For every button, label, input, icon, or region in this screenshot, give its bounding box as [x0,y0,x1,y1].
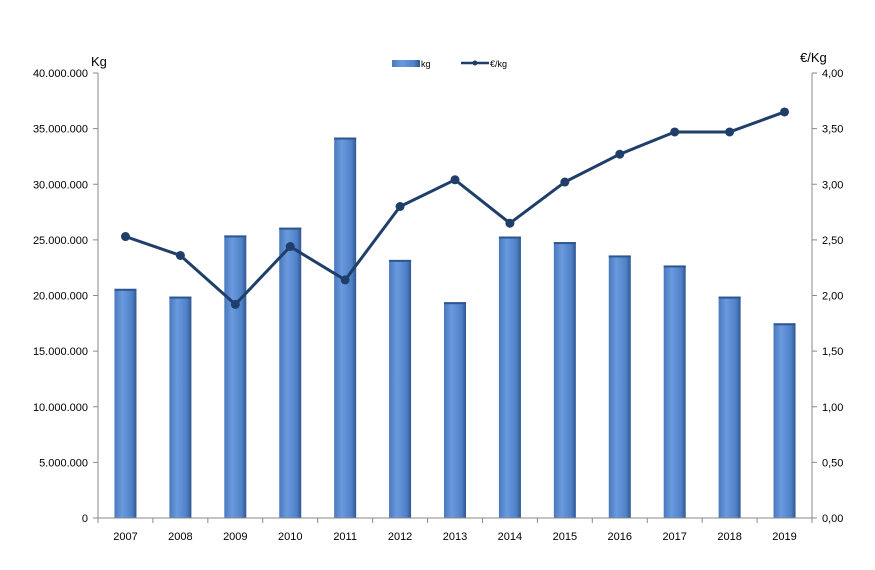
right-tick-label: 1,00 [822,402,843,414]
line-point [230,299,240,309]
legend: kg €/kg [392,59,507,69]
line-series [120,107,790,309]
bar-top-edge [334,137,357,140]
legend-bar-swatch [392,60,420,67]
left-tick-label: 40.000.000 [33,68,88,80]
bar [718,296,741,518]
bar-top-edge [553,242,576,245]
left-tick-label: 15.000.000 [33,346,88,358]
bar-top-edge [718,296,741,299]
bar-top-edge [279,227,302,230]
left-tick-label: 30.000.000 [33,179,88,191]
x-tick-label: 2009 [223,531,247,543]
x-tick-label: 2018 [717,531,741,543]
bar-top-edge [169,296,192,299]
line-point [175,250,185,260]
line-point [450,175,460,185]
left-axis-title: Kg [91,54,107,69]
bar-top-edge [608,255,631,258]
bar [608,255,631,518]
x-tick-label: 2015 [553,531,577,543]
x-tick-label: 2011 [333,531,357,543]
bar-top-edge [114,288,137,291]
bar [334,137,357,518]
left-tick-label: 5.000.000 [39,457,88,469]
axes: 0 5.000.000 10.000.000 15.000.000 20.000.000… [33,68,843,543]
bar [663,265,686,518]
bar [444,302,466,518]
bar [114,288,137,518]
line-point [560,177,570,187]
line-point [615,149,625,159]
left-tick-label: 20.000.000 [33,291,88,303]
right-axis-title: €/Kg [800,50,827,65]
line-point [780,107,790,117]
bar-top-edge [389,259,412,262]
x-tick-label: 2016 [608,531,632,543]
right-tick-label: 3,50 [822,124,843,136]
x-tick-label: 2007 [113,531,137,543]
line-point [340,275,350,285]
bars-series [114,137,796,519]
legend-line-label: €/kg [490,59,507,69]
bar [169,296,192,518]
bar [224,235,247,519]
legend-line-marker [472,60,478,66]
right-tick-label: 0,50 [822,457,843,469]
x-tick-label: 2014 [498,531,522,543]
left-tick-label: 25.000.000 [33,235,88,247]
line-point [725,127,735,137]
x-tick-label: 2010 [278,531,302,543]
right-tick-label: 3,00 [822,179,843,191]
x-tick-label: 2008 [168,531,192,543]
x-tick-label: 2019 [772,531,796,543]
right-tick-label: 0,00 [822,513,843,525]
left-tick-label: 0 [82,513,88,525]
x-tick-label: 2012 [388,531,412,543]
right-tick-label: 1,50 [822,346,843,358]
line-point [120,232,130,242]
bar-top-edge [773,323,796,326]
bar [553,242,576,518]
right-tick-label: 2,50 [822,235,843,247]
bar-top-edge [498,236,521,239]
x-tick-label: 2017 [662,531,686,543]
left-tick-label: 35.000.000 [33,124,88,136]
line-point [285,242,295,252]
bar-top-edge [224,235,247,238]
line-point [395,202,405,211]
legend-bar-label: kg [421,59,431,69]
bar-top-edge [663,265,686,268]
bar [279,227,302,518]
bar [389,259,412,518]
right-tick-label: 2,00 [822,291,843,303]
bar-top-edge [444,302,466,305]
x-tick-label: 2013 [443,531,467,543]
left-tick-label: 10.000.000 [33,402,88,414]
line-point [670,127,680,137]
bar [773,323,796,518]
line-point [505,218,515,228]
right-tick-label: 4,00 [822,68,843,80]
bar [498,236,521,518]
